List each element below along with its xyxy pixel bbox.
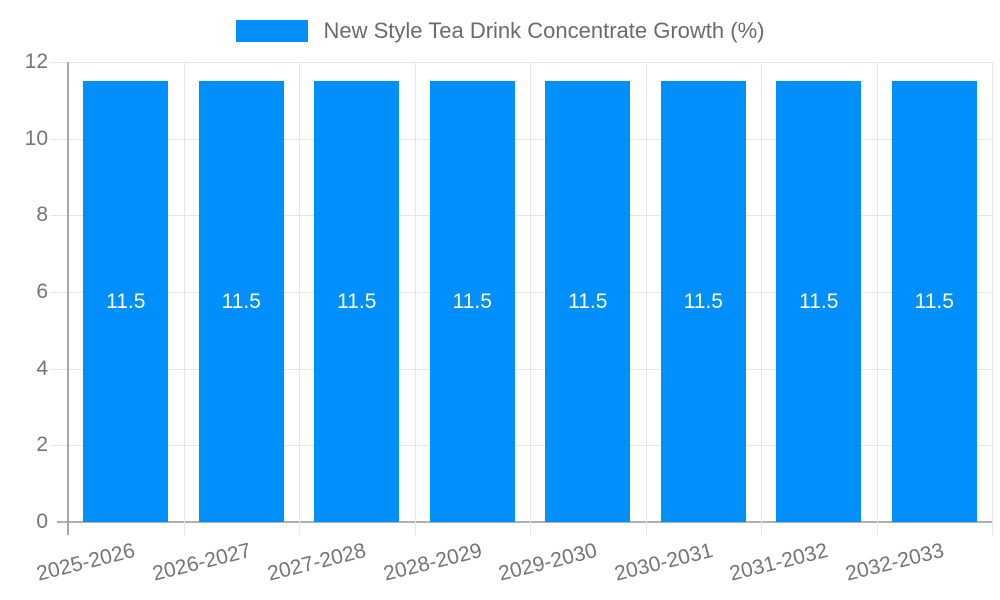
y-axis-line — [67, 62, 69, 535]
legend-swatch-icon — [235, 20, 308, 42]
bar-2028-2029[interactable] — [429, 81, 515, 522]
gridline-x-5 — [645, 62, 647, 535]
bar-value-label: 11.5 — [221, 289, 261, 313]
y-axis-tick-label: 10 — [24, 126, 48, 150]
gridline-y-2 — [50, 445, 992, 447]
y-axis-tick-label: 8 — [36, 203, 48, 227]
x-axis-tick-label: 2028-2029 — [381, 538, 485, 586]
bar-value-label: 11.5 — [452, 289, 492, 313]
bar-2031-2032[interactable] — [776, 81, 862, 522]
bar-value-label: 11.5 — [799, 289, 839, 313]
bar-value-label: 11.5 — [568, 289, 608, 313]
bar-2027-2028[interactable] — [314, 81, 400, 522]
plot-area: 0 2 4 6 8 10 12 11.5 2025-2026 11.5 2026-2027 11.5 2… — [25, 50, 993, 586]
x-axis-tick-label: 2027-2028 — [265, 538, 369, 586]
gridline-x-7 — [876, 62, 878, 535]
y-axis-tick-label: 4 — [36, 356, 48, 380]
gridline-y-8 — [50, 215, 992, 217]
y-axis-tick-label: 0 — [36, 510, 48, 533]
y-axis-tick-label: 6 — [36, 280, 48, 303]
x-axis-line — [57, 521, 992, 523]
x-axis-tick-label: 2030-2031 — [612, 538, 716, 586]
y-axis-tick-label: 2 — [36, 433, 48, 457]
bar-value-label: 11.5 — [683, 289, 723, 313]
bar-2025-2026[interactable] — [83, 81, 169, 522]
bar-value-label: 11.5 — [337, 289, 377, 313]
legend-item[interactable]: New Style Tea Drink Concentrate Growth (… — [235, 18, 765, 44]
bar-2029-2030[interactable] — [545, 81, 631, 522]
gridline-x-3 — [414, 62, 416, 535]
bar-value-label: 11.5 — [914, 289, 954, 313]
gridline-x-8 — [992, 62, 993, 535]
y-axis-tick-label: 12 — [24, 50, 48, 73]
gridline-y-10 — [50, 138, 992, 140]
x-axis-tick-label: 2031-2032 — [727, 538, 831, 586]
chart-legend: New Style Tea Drink Concentrate Growth (… — [0, 18, 1000, 44]
gridline-x-6 — [761, 62, 762, 535]
x-axis-tick-label: 2029-2030 — [496, 538, 600, 586]
gridline-y-6 — [50, 292, 992, 293]
gridline-y-12 — [50, 62, 992, 63]
x-axis-tick-label: 2025-2026 — [34, 538, 138, 586]
x-axis-tick-label: 2032-2033 — [843, 538, 947, 586]
bar-2030-2031[interactable] — [660, 81, 746, 522]
bar-2026-2027[interactable] — [198, 81, 284, 522]
bar-value-label: 11.5 — [106, 289, 146, 313]
bar-2032-2033[interactable] — [891, 81, 977, 522]
gridline-y-4 — [50, 368, 992, 370]
gridline-x-2 — [299, 62, 300, 535]
x-axis-tick-label: 2026-2027 — [150, 538, 254, 586]
gridline-x-4 — [530, 62, 531, 535]
legend-label: New Style Tea Drink Concentrate Growth (… — [323, 18, 765, 43]
gridline-x-1 — [183, 62, 185, 535]
